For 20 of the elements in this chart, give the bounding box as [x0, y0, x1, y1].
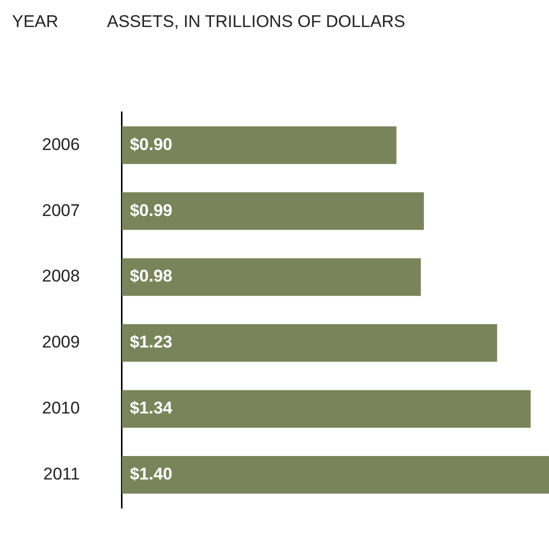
data-label: $1.34 [130, 398, 173, 418]
bar [122, 192, 424, 230]
x-axis-title: ASSETS, IN TRILLIONS OF DOLLARS [107, 12, 406, 32]
data-label: $0.98 [130, 266, 172, 286]
data-label: $0.90 [130, 134, 172, 154]
bar [122, 390, 531, 428]
y-tick-label: 2011 [43, 464, 80, 484]
y-tick-label: 2008 [42, 266, 80, 286]
y-tick-label: 2006 [42, 134, 80, 154]
y-tick-label: 2007 [42, 200, 80, 220]
bar [122, 456, 549, 494]
y-axis-title: YEAR [12, 12, 58, 32]
bar [122, 126, 396, 164]
data-label: $0.99 [130, 200, 172, 220]
y-tick-label: 2010 [42, 398, 80, 418]
bar [122, 258, 421, 296]
bar [122, 324, 498, 362]
data-label: $1.40 [130, 464, 172, 484]
y-tick-label: 2009 [42, 332, 80, 352]
data-label: $1.23 [130, 332, 172, 352]
